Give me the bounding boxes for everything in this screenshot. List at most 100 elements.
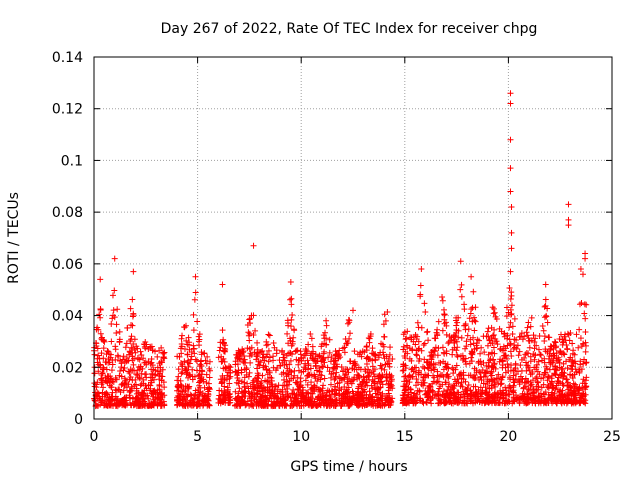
data-point (127, 373, 134, 380)
data-point (338, 363, 345, 370)
data-point (510, 376, 517, 383)
data-point (425, 383, 432, 390)
data-point (103, 402, 110, 409)
data-point (293, 391, 300, 398)
data-point (533, 361, 540, 368)
data-point (502, 384, 509, 391)
data-point (190, 327, 197, 334)
data-point (124, 324, 131, 331)
data-point (127, 395, 134, 402)
data-point (127, 305, 134, 312)
data-point (265, 347, 272, 354)
data-point (302, 360, 309, 367)
data-point (420, 400, 427, 407)
data-point (443, 399, 450, 406)
data-point (415, 338, 422, 345)
data-point (572, 360, 579, 367)
data-point (486, 336, 493, 343)
data-point (288, 375, 295, 382)
data-point (496, 396, 503, 403)
data-point (446, 338, 453, 345)
x-tick-label: 0 (90, 429, 99, 445)
data-point (137, 348, 144, 355)
data-point (306, 398, 313, 405)
data-point (312, 375, 319, 382)
data-point (490, 305, 497, 312)
data-point (341, 344, 348, 351)
data-point (186, 360, 193, 367)
data-point (206, 386, 213, 393)
data-point (535, 358, 542, 365)
data-point (445, 340, 452, 347)
data-point (424, 392, 431, 399)
data-point (540, 381, 547, 388)
data-point (435, 400, 442, 407)
data-point (128, 344, 135, 351)
data-point (484, 342, 491, 349)
data-point (115, 353, 122, 360)
data-point (402, 348, 409, 355)
data-point (95, 352, 102, 359)
data-point (583, 359, 590, 366)
data-point (219, 327, 226, 334)
data-point (221, 358, 228, 365)
data-point (468, 348, 475, 355)
data-point (181, 358, 188, 365)
data-point (413, 351, 420, 358)
data-point (138, 381, 145, 388)
data-point (123, 358, 130, 365)
data-point (276, 357, 283, 364)
data-point (178, 370, 185, 377)
data-point (94, 379, 101, 386)
data-point (549, 384, 556, 391)
data-point (461, 322, 468, 329)
data-point (377, 379, 384, 386)
data-point (182, 396, 189, 403)
data-point (499, 374, 506, 381)
data-point-outlier (579, 271, 586, 278)
data-point (252, 384, 259, 391)
data-point (484, 328, 491, 335)
data-point (149, 362, 156, 369)
data-point (420, 379, 427, 386)
data-point (355, 385, 362, 392)
data-point (109, 292, 116, 299)
data-point (581, 310, 588, 317)
data-point (375, 401, 382, 408)
data-point (195, 338, 202, 345)
data-point (217, 376, 224, 383)
data-point (143, 361, 150, 368)
data-point (543, 363, 550, 370)
data-point (492, 365, 499, 372)
data-point (340, 393, 347, 400)
data-point (468, 306, 475, 313)
data-point (116, 386, 123, 393)
data-point (330, 402, 337, 409)
data-point (333, 361, 340, 368)
data-point (126, 349, 133, 356)
data-point (451, 382, 458, 389)
data-point (134, 345, 141, 352)
data-point (131, 367, 138, 374)
data-point (516, 379, 523, 386)
data-point-outlier (542, 281, 549, 288)
data-point (482, 369, 489, 376)
data-point (197, 361, 204, 368)
data-point (436, 397, 443, 404)
data-point (331, 376, 338, 383)
data-point (414, 379, 421, 386)
data-point (113, 321, 120, 328)
data-point (517, 373, 524, 380)
data-point (524, 391, 531, 398)
data-point (377, 391, 384, 398)
data-point (233, 395, 240, 402)
data-point (323, 317, 330, 324)
data-point (226, 380, 233, 387)
data-point (203, 360, 210, 367)
data-point (94, 355, 101, 362)
data-point (254, 370, 261, 377)
data-point (444, 392, 451, 399)
data-point (522, 351, 529, 358)
data-point (266, 390, 273, 397)
data-point (245, 385, 252, 392)
